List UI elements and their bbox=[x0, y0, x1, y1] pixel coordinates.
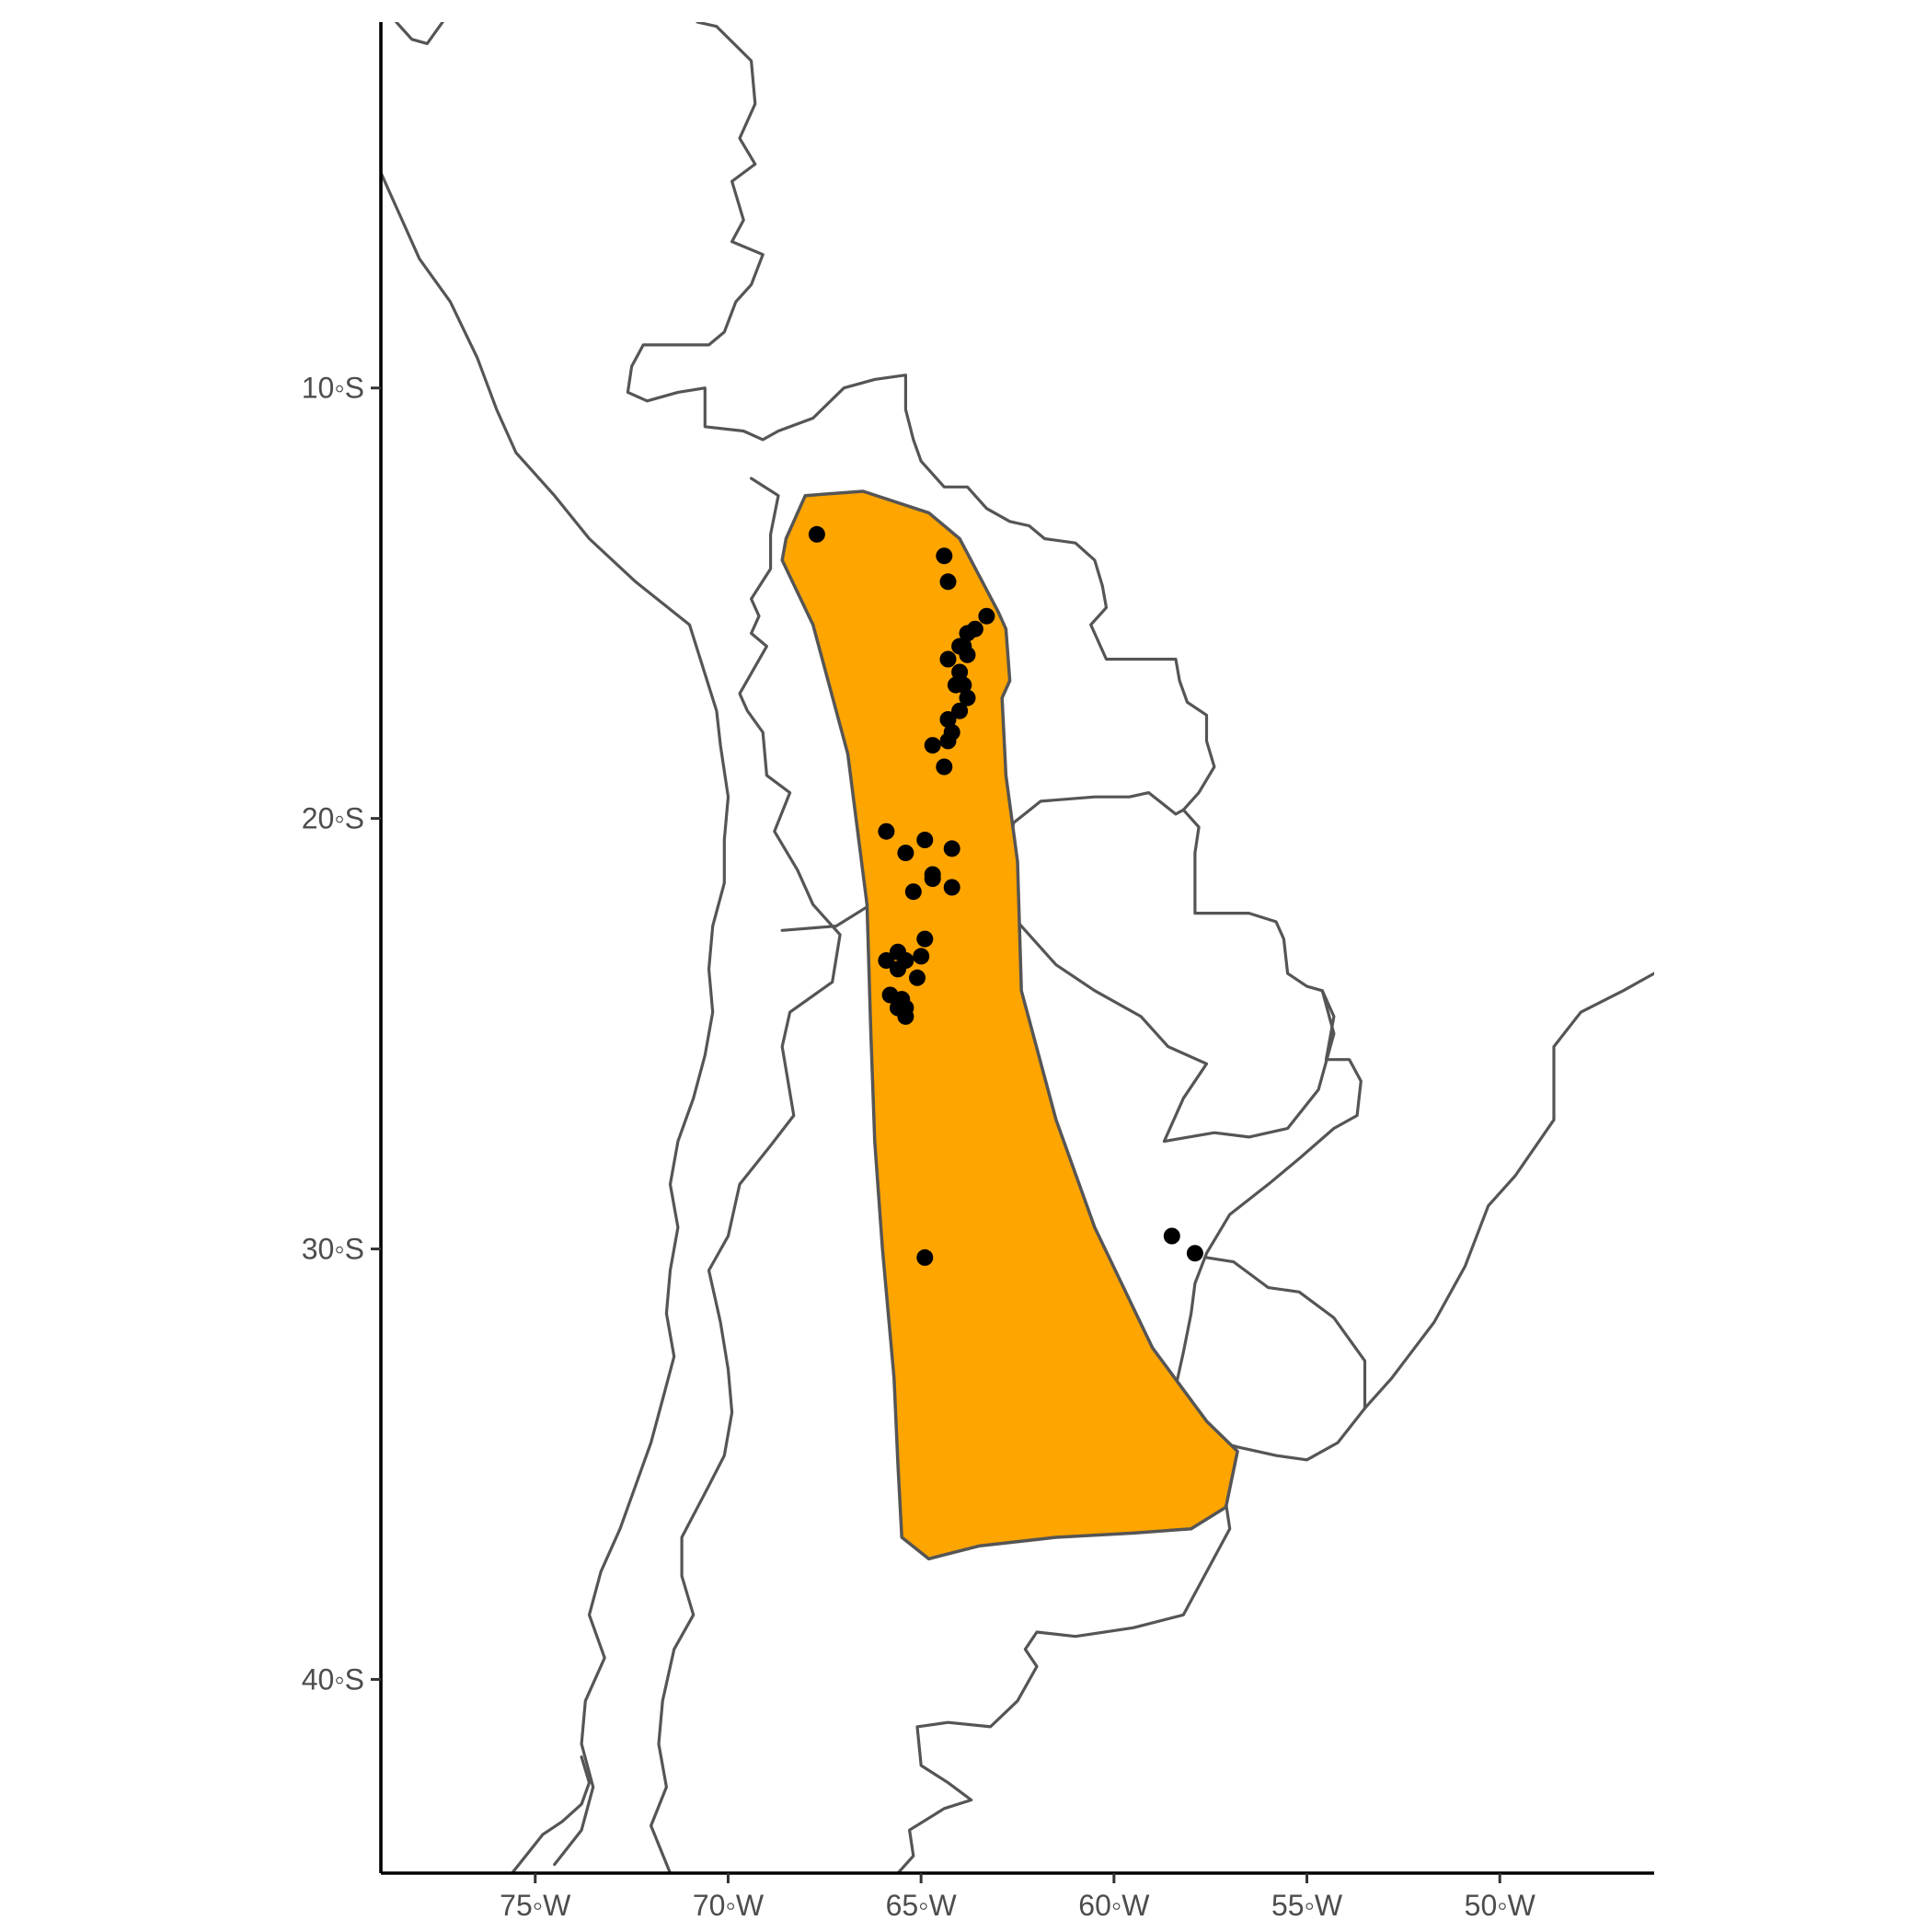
border-line-3 bbox=[650, 477, 842, 1873]
occurrence-point bbox=[959, 646, 976, 663]
occurrence-point bbox=[897, 1007, 914, 1025]
occurrence-point bbox=[936, 758, 953, 776]
occurrence-point bbox=[878, 822, 895, 840]
species-range bbox=[780, 489, 1239, 1561]
border-line-6 bbox=[1204, 1256, 1367, 1410]
occurrence-point bbox=[939, 711, 957, 728]
occurrence-point bbox=[878, 952, 895, 969]
border-line-2 bbox=[381, 171, 730, 1867]
occurrence-point bbox=[1163, 1227, 1180, 1245]
occurrence-point bbox=[904, 883, 922, 901]
occurrence-point bbox=[943, 879, 960, 896]
border-line-7 bbox=[1174, 972, 1654, 1462]
occurrence-point bbox=[913, 948, 930, 965]
occurrence-point bbox=[947, 676, 964, 694]
y-axis: 10◦S 20◦S 30◦S 40◦S bbox=[302, 22, 383, 1873]
occurrence-point bbox=[808, 525, 825, 543]
occurrence-point bbox=[897, 845, 914, 862]
y-tick-label: 30◦S bbox=[302, 1233, 364, 1266]
x-tick-label: 55◦W bbox=[1271, 1889, 1343, 1922]
occurrence-point bbox=[939, 732, 957, 750]
occurrence-point bbox=[951, 702, 969, 719]
occurrence-point bbox=[1186, 1245, 1203, 1262]
border-line-8 bbox=[896, 1420, 1232, 1873]
x-tick-label: 65◦W bbox=[886, 1889, 958, 1922]
x-tick-label: 50◦W bbox=[1465, 1889, 1536, 1922]
occurrence-point bbox=[916, 930, 934, 948]
y-tick-label: 40◦S bbox=[302, 1662, 364, 1696]
occurrence-point bbox=[916, 832, 934, 848]
occurrence-point bbox=[978, 607, 995, 625]
border-line-0 bbox=[395, 22, 444, 45]
occurrence-point bbox=[939, 650, 957, 668]
x-tick-label: 70◦W bbox=[693, 1889, 765, 1922]
border-line-1 bbox=[626, 22, 1363, 1423]
y-tick-label: 20◦S bbox=[302, 802, 364, 835]
occurrence-point bbox=[959, 625, 976, 642]
occurrence-point bbox=[909, 969, 926, 986]
occurrence-point bbox=[916, 1248, 934, 1266]
border-line-9 bbox=[511, 1755, 592, 1873]
x-tick-label: 60◦W bbox=[1078, 1889, 1150, 1922]
occurrence-point bbox=[924, 737, 941, 754]
occurrence-point bbox=[951, 663, 969, 681]
occurrence-point bbox=[936, 547, 953, 565]
occurrence-point bbox=[939, 573, 957, 591]
occurrence-point bbox=[890, 960, 906, 978]
x-axis: 75◦W 70◦W 65◦W 60◦W 55◦W 50◦W bbox=[381, 1871, 1654, 1922]
border-line-5 bbox=[1008, 912, 1336, 1144]
range-hull-polygon bbox=[780, 489, 1239, 1561]
occurrence-points bbox=[808, 525, 1203, 1266]
occurrence-point bbox=[924, 866, 941, 883]
occurrence-point bbox=[943, 840, 960, 857]
y-tick-label: 10◦S bbox=[302, 372, 364, 405]
x-tick-label: 75◦W bbox=[500, 1889, 571, 1922]
occurrence-point bbox=[959, 689, 976, 707]
